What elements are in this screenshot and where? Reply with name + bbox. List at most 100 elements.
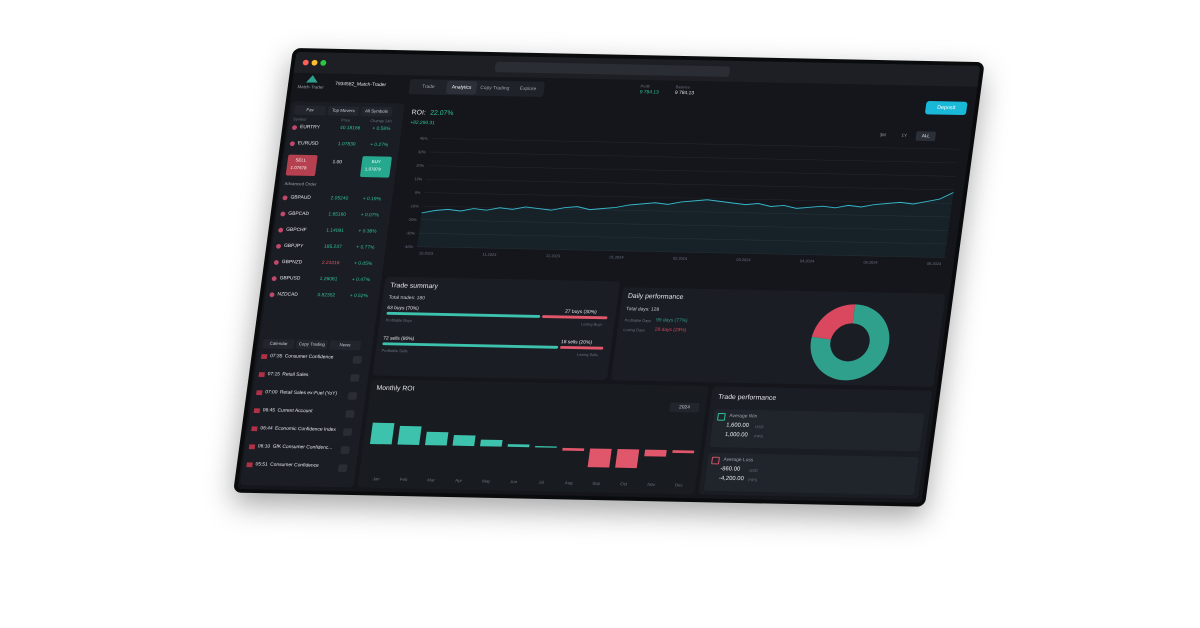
x-tick-label: 03.2024 [736, 257, 752, 262]
grid-line [431, 138, 960, 150]
event-time: 07:15 [267, 371, 281, 378]
volume[interactable]: 1.00 [332, 159, 343, 166]
flag [246, 462, 253, 468]
nav-tab[interactable]: Explore [519, 85, 537, 93]
month-bar [369, 422, 395, 445]
change: + 0.77% [355, 244, 375, 251]
roi-area [417, 192, 954, 258]
symbol[interactable]: EURTRY [299, 124, 321, 131]
donut-slice [810, 304, 890, 381]
nav-tab[interactable]: Copy Trading [479, 85, 510, 92]
symbol[interactable]: GBPAUD [290, 194, 312, 201]
y-tick-label: 30% [418, 149, 427, 154]
symbol[interactable]: NZDCAD [277, 291, 299, 298]
event-icon [340, 446, 351, 455]
donut-slice [811, 304, 856, 340]
y-tick-label: 40% [420, 136, 429, 141]
daily-title: Daily performance [627, 293, 684, 301]
event-name[interactable]: Economic Confidence Index [274, 425, 337, 433]
month-label: Dec [675, 482, 684, 487]
flag [258, 372, 265, 378]
watchlist-tab[interactable]: All Symbols [360, 106, 393, 117]
grid-line [428, 165, 956, 177]
symbol[interactable]: GBPJPY [283, 243, 304, 250]
y-tick-label: 10% [414, 176, 423, 181]
change: + 0.27% [369, 141, 389, 149]
month-label: Mar [427, 477, 436, 482]
month-bar [507, 444, 530, 448]
metric-unit: PIPS [747, 477, 758, 483]
symbol[interactable]: GBPUSD [279, 275, 301, 282]
month-label: Feb [400, 477, 409, 482]
year-select[interactable]: 2024 [669, 402, 700, 413]
loss-caption: Losing Buys [580, 321, 603, 327]
metric-title: Average Win [728, 413, 758, 420]
watchlist-tab[interactable]: Top Movers [327, 105, 360, 117]
win-label: 63 buys (70%) [386, 305, 420, 312]
roi-chart: 40% 30% 20% 10% 0% -10% -20% -30% -40% 10.2023 11.… [404, 136, 960, 266]
symbol[interactable]: GBPCAD [287, 210, 310, 217]
balance-label: Balance [675, 84, 691, 90]
event-name[interactable]: GfK Consumer Confidenc... [272, 443, 333, 451]
event-icon [349, 374, 360, 382]
range-button[interactable]: 3M [879, 132, 887, 138]
sell-label[interactable]: SELL [295, 157, 307, 163]
watchlist-tab[interactable]: Fav [293, 105, 327, 116]
nav-tab[interactable]: Analytics [445, 80, 478, 95]
symbol[interactable]: GBPNZD [281, 259, 303, 266]
daily-total: Total days: 128 [625, 306, 660, 313]
performance-title: Trade performance [717, 393, 777, 402]
month-label: Apr [455, 478, 463, 483]
win-bar [386, 311, 541, 318]
calendar-tab[interactable]: Calendar [262, 338, 295, 350]
month-bar [480, 439, 503, 447]
symbol[interactable]: EURUSD [297, 140, 319, 147]
x-tick-label: 02.2024 [673, 256, 689, 261]
event-name[interactable]: Consumer Confidence [284, 353, 334, 361]
price: 1.07830 [337, 141, 356, 148]
loss-label: 18 sells (20%) [560, 339, 593, 346]
roi-value: 22.07% [429, 109, 454, 118]
event-icon [352, 355, 363, 364]
x-tick-label: 04.2024 [800, 258, 816, 263]
price: 185.237 [323, 243, 343, 250]
grid-line [420, 219, 949, 231]
event-time: 05:51 [255, 461, 269, 468]
y-tick-label: 0% [415, 190, 422, 195]
event-name[interactable]: Retail Sales ex-Fuel (YoY) [279, 389, 338, 397]
metric-value: 1,600.00 [725, 422, 750, 429]
loss-label: 27 buys (30%) [564, 308, 597, 316]
account[interactable]: 7934582_Match-Trader [334, 81, 387, 89]
metric-title: Average Loss [723, 456, 754, 464]
grid-line [426, 178, 954, 191]
range-button[interactable]: 1Y [901, 132, 908, 138]
y-tick-label: 20% [416, 163, 425, 168]
buy-label[interactable]: BUY [371, 159, 382, 165]
logo [306, 75, 319, 83]
change: + 0.05% [353, 260, 373, 267]
x-tick-label: 06.2024 [927, 261, 943, 266]
symbol[interactable]: GBPCHF [285, 226, 307, 234]
event-name[interactable]: Retail Sales [281, 371, 309, 378]
calendar-tab[interactable]: Copy Trading [295, 339, 329, 350]
event-time: 07:35 [269, 353, 283, 360]
roi-line [421, 192, 954, 214]
nav-tab[interactable]: Trade [421, 83, 436, 90]
grid-line [417, 246, 945, 258]
balance: 9 784.13 [674, 90, 695, 97]
event-name[interactable]: Consumer Confidence [269, 461, 320, 469]
range-button[interactable]: ALL [915, 131, 937, 142]
event-name[interactable]: Current Account [277, 407, 313, 415]
event-icon [342, 428, 353, 436]
roi-pnl: +82,290.31 [409, 119, 436, 127]
calendar-tab[interactable]: News [328, 340, 362, 351]
metric-value: -860.00 [719, 466, 741, 473]
price: 1.26081 [319, 276, 338, 283]
month-bar [562, 447, 585, 452]
metric-unit: USD [755, 424, 764, 430]
advanced-order[interactable]: Advanced Order [284, 181, 317, 187]
event-time: 06:10 [257, 443, 271, 450]
month-label: Jan [372, 476, 380, 481]
daily-row-value: 99 days (77%) [655, 317, 688, 324]
deposit-button[interactable]: Deposit [924, 100, 968, 116]
